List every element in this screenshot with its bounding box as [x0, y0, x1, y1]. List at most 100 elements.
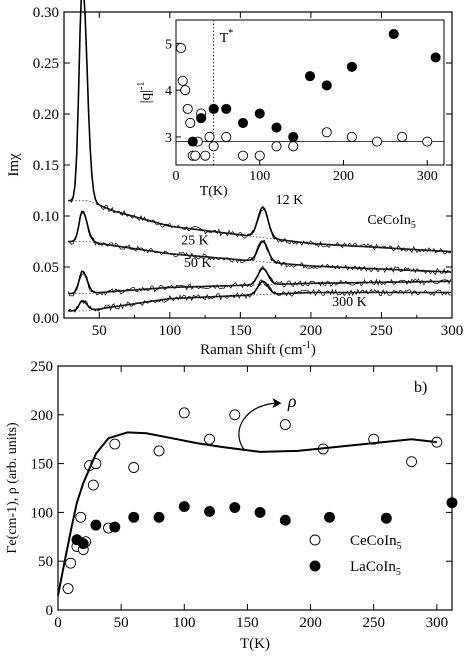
inset-open-point — [177, 75, 188, 86]
rho-curve — [57, 431, 437, 596]
y-tick-label: 0.25 — [33, 56, 59, 72]
open-point — [229, 409, 241, 421]
y-tick-label: 0.15 — [33, 158, 59, 174]
inset-filled-point — [196, 113, 207, 124]
filled-point — [77, 538, 89, 550]
inset-x-tick-label: 0 — [173, 169, 180, 184]
rho-arrow — [238, 402, 279, 452]
inset-xlabel: T(K) — [200, 184, 228, 199]
inset-open-point — [182, 103, 193, 114]
panel-a-sample-label: CeCoIn5 — [367, 213, 416, 231]
legend-label: CeCoIn5 — [350, 533, 402, 552]
inset-y-tick-label: 4 — [165, 84, 172, 99]
b-y-tick-label: 250 — [31, 359, 54, 375]
open-point — [109, 438, 121, 450]
open-point — [65, 557, 77, 569]
b-x-tick-label: 200 — [299, 615, 322, 631]
inset-open-point — [397, 131, 408, 142]
y-tick-label: 0.05 — [33, 260, 59, 276]
series-label: 12 K — [276, 193, 304, 208]
inset-filled-point — [346, 61, 357, 72]
b-y-tick-label: 0 — [46, 603, 54, 619]
y-tick-label: 0.10 — [33, 209, 59, 225]
filled-point — [380, 512, 392, 524]
inset-marks — [175, 20, 444, 165]
inset-open-point — [371, 136, 383, 147]
inset-filled-point — [208, 103, 219, 114]
panel-a-curves: 12 K 25 K 50 K 300 K — [67, 0, 452, 313]
inset-filled-point — [237, 117, 249, 128]
filled-point — [90, 519, 102, 531]
y-tick-label: 0.00 — [33, 311, 59, 327]
filled-point — [324, 511, 335, 523]
filled-point — [229, 502, 241, 513]
panel-b-ticks: 0 50 100 150 200 250 300 0 50 100 150 200 250 — [31, 359, 452, 631]
inset-open-point — [221, 131, 232, 142]
b-x-tick-label: 0 — [54, 615, 62, 631]
inset-filled-point — [430, 52, 441, 63]
open-point — [406, 456, 418, 468]
inset-open-point — [185, 117, 196, 128]
y-tick-label: 0.20 — [33, 107, 59, 123]
inset-filled-point — [254, 108, 265, 119]
panel-b-marks — [57, 407, 458, 596]
x-tick-label: 50 — [92, 323, 107, 339]
open-point — [178, 407, 190, 419]
rho-arrowhead — [272, 398, 282, 409]
filled-point — [204, 505, 215, 517]
inset-open-point — [321, 127, 332, 138]
inset: 0 100 200 300 3 4 5 T(K) |q|-1 T* — [136, 19, 445, 199]
filled-point — [446, 497, 458, 509]
inset-tstar-label: T* — [220, 28, 234, 46]
series-label: 25 K — [181, 234, 209, 249]
panel-b-letter: b) — [414, 379, 427, 396]
x-tick-label: 300 — [441, 323, 464, 339]
open-point — [368, 433, 380, 445]
inset-open-point — [208, 141, 219, 152]
series-noisy-1 — [68, 211, 452, 276]
inset-open-point — [190, 150, 201, 161]
inset-ylabel: |q|-1 — [136, 82, 154, 104]
open-point — [75, 511, 87, 523]
inset-filled-point — [388, 28, 399, 40]
filled-point — [178, 501, 190, 512]
series-fit-0 — [68, 0, 451, 253]
inset-open-point — [254, 150, 265, 161]
legend-marker — [309, 560, 321, 572]
panel-a-ylabel: Imχ — [6, 153, 22, 177]
inset-filled-point — [187, 136, 198, 147]
series-baseline-3 — [68, 292, 451, 312]
series-baseline-2 — [68, 280, 451, 294]
panel-b-ylabel: Γe(cm-1), ρ (arb. units) — [5, 422, 20, 554]
filled-point — [279, 514, 291, 526]
panel-a: 50 100 150 200 250 300 0.00 0.05 0.10 0.15 0.20 0.2… — [6, 0, 463, 358]
b-y-tick-label: 100 — [31, 505, 54, 521]
open-point — [204, 433, 215, 445]
inset-open-point — [200, 150, 211, 161]
x-tick-label: 150 — [229, 323, 252, 339]
panel-b-frame — [57, 365, 453, 611]
y-tick-label: 0.30 — [33, 5, 59, 21]
filled-point — [254, 506, 266, 518]
inset-filled-point — [304, 71, 316, 82]
open-point — [128, 462, 140, 473]
panel-b-xlabel: T(K) — [240, 636, 270, 652]
series-label: 300 K — [332, 295, 367, 310]
open-point — [153, 445, 165, 457]
panel-a-xlabel: Raman Shift (cm-1) — [200, 340, 316, 358]
filled-point — [109, 521, 121, 533]
open-point — [87, 479, 99, 491]
panel-a-ticks: 50 100 150 200 250 300 0.00 0.05 0.10 0.15 0.20 0.2… — [33, 5, 464, 339]
x-tick-label: 250 — [370, 323, 393, 339]
x-tick-label: 200 — [300, 323, 323, 339]
inset-x-tick-label: 300 — [417, 169, 438, 184]
series-baseline-0 — [68, 200, 451, 252]
inset-filled-point — [288, 131, 299, 142]
inset-open-point — [204, 131, 215, 142]
inset-ticks: 0 100 200 300 3 4 5 — [165, 37, 438, 184]
inset-x-tick-label: 200 — [333, 169, 354, 184]
inset-filled-point — [271, 122, 282, 133]
inset-x-tick-label: 100 — [249, 169, 270, 184]
filled-point — [153, 511, 165, 523]
